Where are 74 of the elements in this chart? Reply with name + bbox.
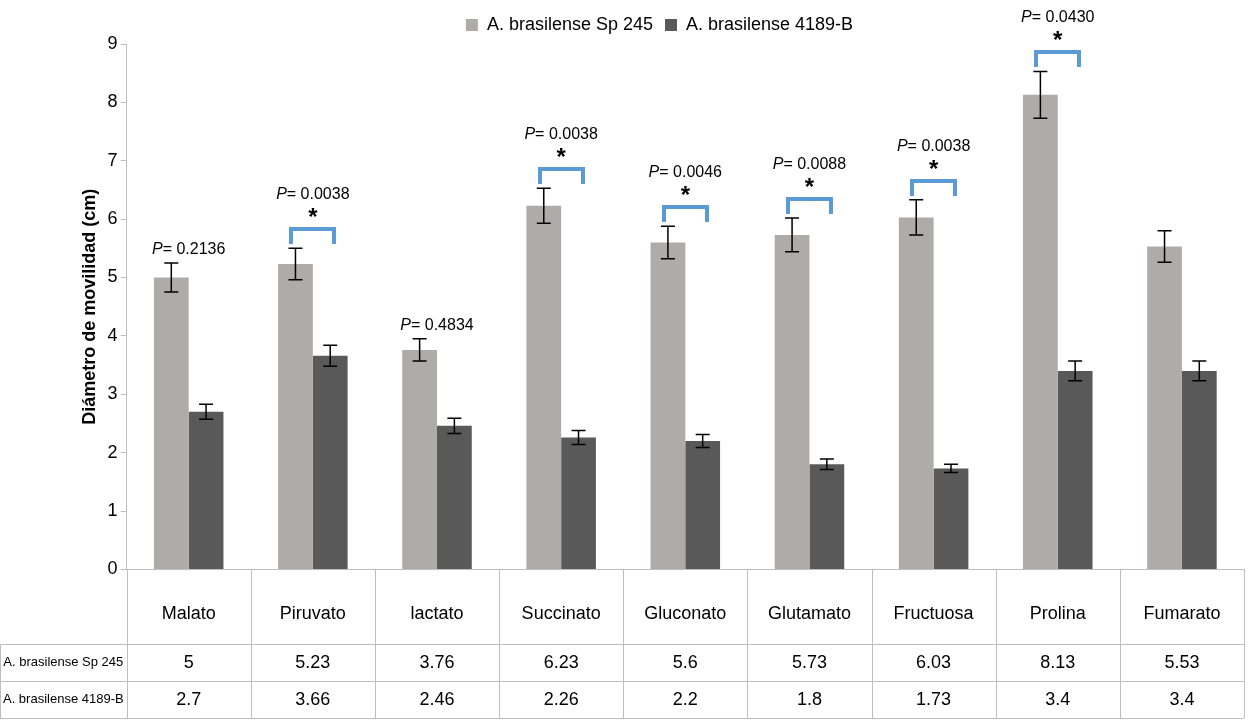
x-tick-label: Fumarato [1143,603,1221,624]
y-tick-label: 9 [107,32,118,53]
bar [898,217,934,569]
data-label: 2.2 [672,688,698,709]
bar [526,205,562,569]
bar [312,355,348,569]
data-label: 5.6 [672,651,698,672]
x-tick-label: Glutamato [767,603,851,624]
x-tick-label: Malato [161,603,216,624]
annotation: * [556,143,567,171]
text: P= 0.0430 [1021,8,1095,26]
y-tick-label: 0 [107,558,118,579]
bar [153,277,189,569]
bar [774,234,810,569]
annotation: P= 0.0038 [896,136,971,154]
annotation: * [804,172,815,200]
x-tick-label: lactato [410,603,464,624]
bar [188,411,224,569]
bar [809,464,845,569]
data-label: 3.76 [419,651,455,672]
y-tick-label: 3 [107,383,118,404]
x-tick-label: Piruvato [279,603,346,624]
text: A. brasilense Sp 245 [3,654,124,670]
bar [685,440,721,569]
legend-label: A. brasilense Sp 245 [486,13,654,34]
annotation: P= 0.4834 [400,315,474,333]
bar [1147,246,1182,569]
annotation: * [680,181,691,209]
bar [1057,370,1093,569]
annotation: P= 0.2136 [151,239,226,257]
x-tick-label: Prolina [1029,603,1087,624]
data-label: 3.4 [1045,688,1071,709]
bar [437,425,472,569]
data-label: 6.23 [543,651,579,672]
data-label: 3.4 [1169,688,1195,709]
data-label: 5.73 [791,651,827,672]
y-tick-label: 8 [107,91,118,112]
data-label: 5.23 [295,651,331,672]
text: A. brasilense 4189-B [2,691,124,707]
y-tick-label: 4 [107,324,118,345]
y-tick-label: 2 [107,441,118,462]
annotation: * [1053,26,1064,54]
data-label: 1.73 [916,688,952,709]
x-tick-label: Gluconato [644,603,727,624]
bar [1023,94,1058,569]
annotation: P= 0.0038 [276,185,350,203]
data-label: 8.13 [1040,651,1076,672]
data-label: 5.53 [1164,651,1200,672]
bar [561,437,596,569]
data-label: 1.8 [796,688,822,709]
annotation: P= 0.0046 [648,163,723,181]
y-tick-label: 7 [107,149,118,170]
bar [1181,370,1217,569]
data-label: 2.46 [419,688,455,709]
y-tick-label: 6 [107,208,118,229]
y-axis-title: Diámetro de movilidad (cm) [78,188,99,425]
bar [402,349,437,569]
data-label: 2.7 [176,688,202,709]
x-tick-label: Succinato [521,603,601,624]
bar [278,264,313,569]
data-label: 6.03 [916,651,952,672]
x-tick-label: Fructuosa [893,603,975,624]
y-tick-label: 5 [107,266,118,287]
legend-label: A. brasilense 4189-B [686,13,854,34]
data-label: 2.26 [543,688,579,709]
annotation: * [928,154,939,182]
annotation: P= 0.0038 [524,125,598,143]
annotation: * [308,203,319,231]
y-tick-label: 1 [107,499,118,520]
bar [650,242,686,569]
annotation: P= 0.0088 [772,154,847,172]
data-label: 5 [183,651,194,672]
bar [933,468,969,569]
data-label: 3.66 [295,688,331,709]
